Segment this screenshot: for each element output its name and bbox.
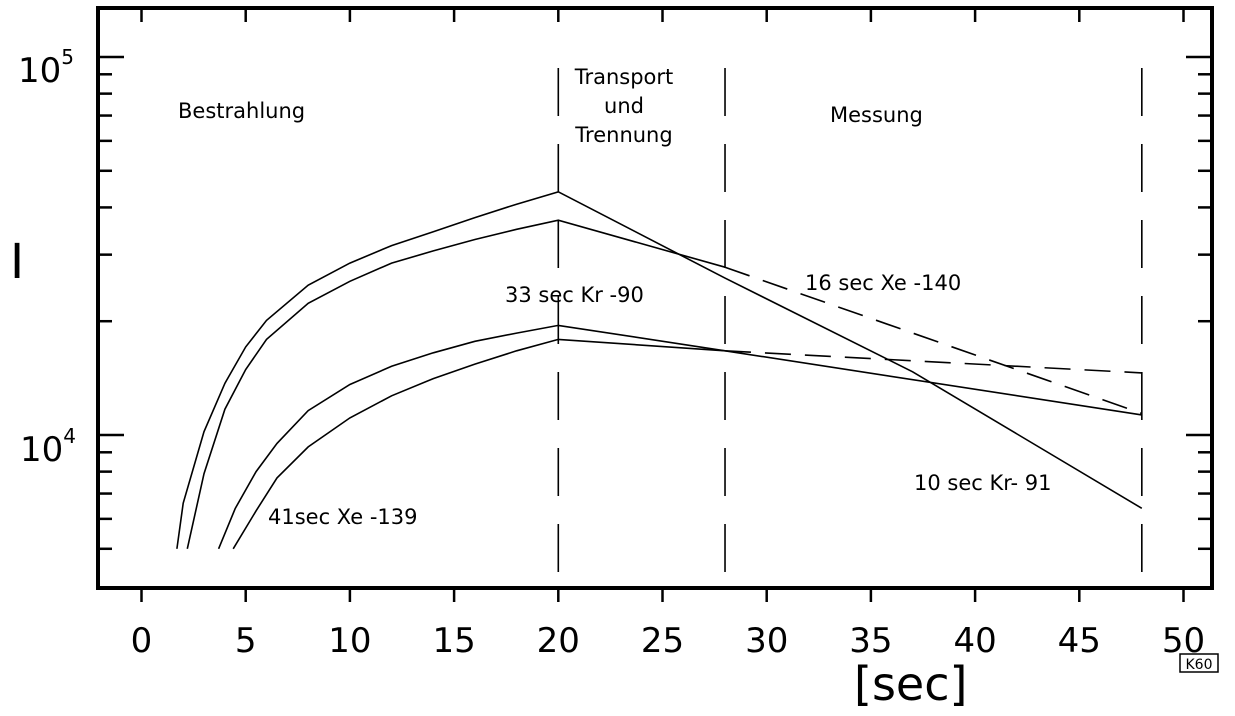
phase-label-bestrahlung: Bestrahlung [178,99,305,123]
x-tick-label-7: 35 [849,621,892,661]
y-tick-label-1e4-base: 10 [20,430,63,470]
plot-frame-group [96,6,1214,590]
annotation-kr90: 33 sec Kr -90 [505,283,644,307]
decay-curves [176,190,1143,550]
y-tick-label-1e4: 104 [20,424,76,470]
annotation-xe139: 41sec Xe -139 [268,505,418,529]
plot-frame [96,6,1214,590]
plate-id-box: K60 [1179,653,1219,673]
x-tick-label-0: 0 [131,621,153,661]
annotation-xe140: 16 sec Xe -140 [805,271,961,295]
x-tick-label-8: 40 [953,621,996,661]
annotation-kr91: 10 sec Kr- 91 [914,471,1052,495]
x-tick-label-4: 20 [537,621,580,661]
phase-label-messung: Messung [830,103,923,127]
phase-label-transport: Transport [574,65,674,89]
y-tick-label-1e5: 105 [18,45,74,91]
plate-id-text: K60 [1186,657,1213,673]
axis-ticks [98,8,1212,602]
y-tick-label-1e5-exp: 5 [61,45,74,69]
x-tick-label-1: 5 [235,621,257,661]
y-tick-label-1e5-base: 10 [18,51,61,91]
y-axis-label: I [10,234,24,290]
x-axis-label: [sec] [854,657,967,711]
series-line-4 [232,338,1142,550]
series-line-3 [217,324,726,550]
x-tick-labels: 0 5 10 15 20 25 30 35 40 45 50 [131,621,1205,661]
series-line-5 [724,350,1142,374]
series-line-1 [186,219,726,549]
x-tick-label-9: 45 [1058,621,1101,661]
phase-label-und: und [604,94,644,118]
y-tick-label-1e4-exp: 4 [63,424,76,448]
x-tick-label-3: 15 [432,621,475,661]
series-line-0 [176,190,1143,549]
phase-label-trennung: Trennung [574,123,672,147]
x-tick-label-10: 50 [1162,621,1205,661]
x-tick-label-5: 25 [641,621,684,661]
series-line-2 [724,266,1143,415]
x-tick-label-6: 30 [745,621,788,661]
plate-id-border [1179,653,1219,673]
x-tick-label-2: 10 [328,621,371,661]
